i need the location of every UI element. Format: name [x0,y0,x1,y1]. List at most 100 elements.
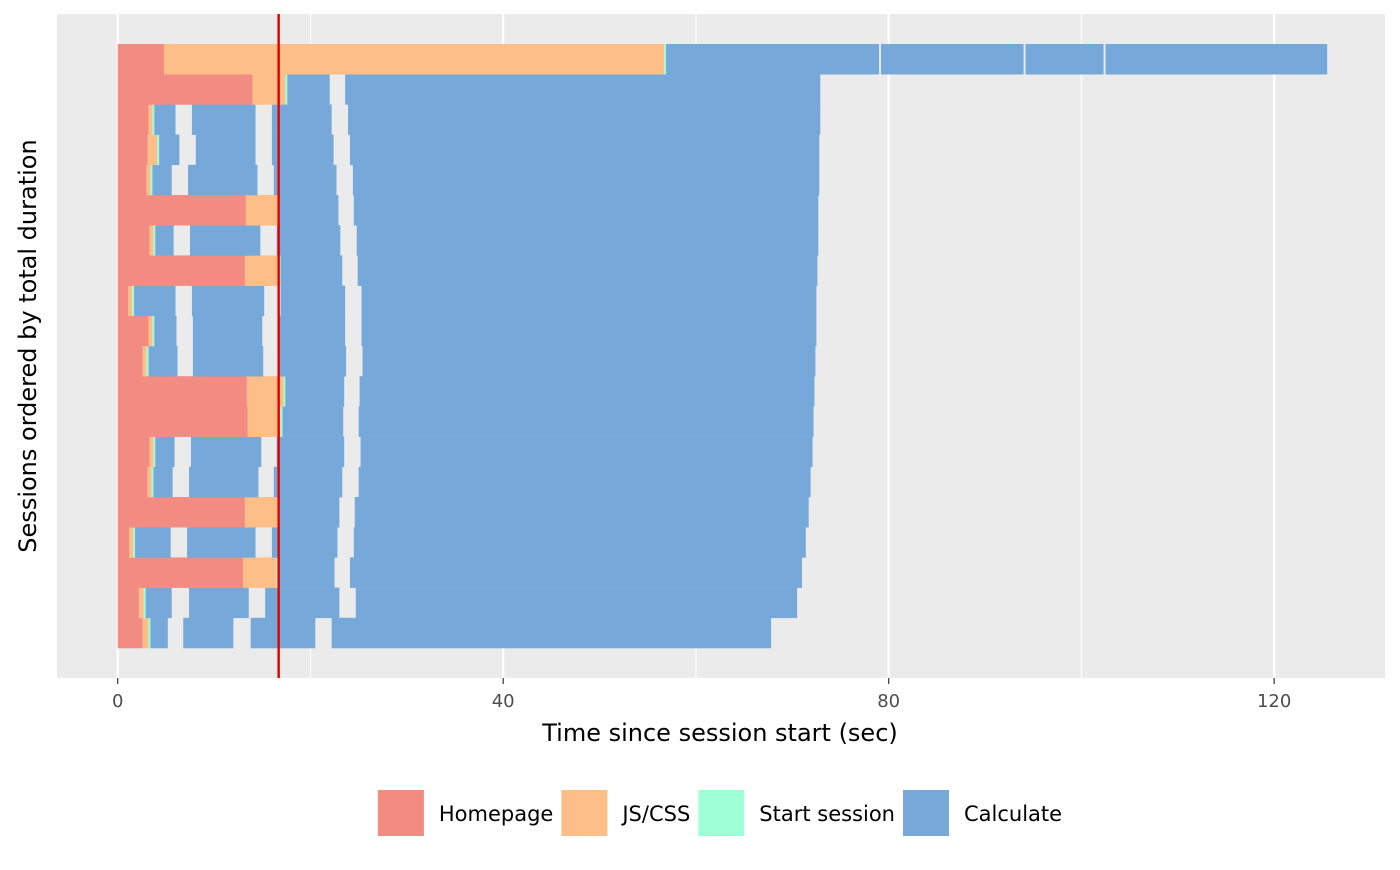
event-bar-homepage [117,104,149,135]
event-bar-js-css [149,225,154,256]
event-bar-calculate [191,104,256,135]
event-bar-js-css [129,527,134,558]
event-bar-js-css [244,255,279,286]
event-bar-calculate [191,285,265,317]
event-bar-calculate [278,557,335,588]
event-bar-homepage [117,225,150,256]
event-bar-calculate [357,255,818,286]
event-bar-js-css [142,346,147,377]
session-row [117,557,802,588]
event-bar-start-session [664,44,667,75]
session-row [117,315,817,347]
legend-item: Start session [698,790,895,836]
event-bar-calculate [134,285,176,317]
event-bar-calculate [189,587,249,619]
event-bar-calculate [359,376,815,407]
session-row [117,527,806,558]
legend-item: Calculate [903,790,1062,836]
event-bar-start-session [132,285,135,317]
session-row [117,255,818,286]
event-bar-js-css [148,104,153,135]
event-bar-homepage [117,74,253,105]
event-bar-calculate [148,346,178,377]
x-tick-label: 120 [1257,691,1291,712]
event-bar-calculate [192,346,264,377]
event-bar-calculate [190,436,262,468]
legend-key [698,790,745,836]
event-bar-js-css [246,376,284,407]
event-bar-calculate [287,74,330,105]
event-bar-calculate [183,617,234,649]
event-bar-js-css [245,195,278,226]
event-bar-calculate [271,527,338,558]
event-bar-calculate [145,587,172,619]
event-bar-calculate [155,436,175,468]
event-bar-homepage [117,406,248,437]
session-bars [117,44,1328,649]
event-bar-calculate [273,466,343,498]
event-bar-calculate [356,225,819,256]
event-bar-js-css [128,285,133,317]
legend-key [377,790,424,836]
event-bar-calculate [361,285,817,317]
x-axis: 0 40 80 120 [112,678,1291,712]
x-axis-title: Time since session start (sec) [541,719,898,747]
session-row [117,497,809,528]
event-bar-homepage [117,376,247,407]
event-bar-js-css [142,617,149,649]
event-bar-calculate [353,195,819,226]
event-bar-calculate [153,466,173,498]
event-bar-calculate [353,527,806,558]
event-bar-homepage [117,285,129,317]
event-bar-start-session [153,225,156,256]
session-row [117,587,798,619]
event-bar-start-session [280,406,283,437]
legend-label: JS/CSS [620,802,690,826]
event-bar-calculate [155,225,174,256]
event-bar-js-css [247,406,281,437]
event-bar-calculate [159,134,180,166]
session-row [117,466,811,498]
event-bar-homepage [117,195,246,226]
event-bar-js-css [147,466,152,498]
event-bar-start-session [152,315,155,347]
event-bar-calculate [279,195,339,226]
event-bar-start-session [285,74,288,105]
event-bar-calculate [280,255,343,286]
legend-label: Calculate [964,802,1062,826]
session-row [117,346,816,377]
event-bar-homepage [117,557,243,588]
event-bar-calculate [250,617,316,649]
session-row [117,104,821,135]
event-bar-calculate [880,44,1024,75]
event-bar-calculate [358,406,814,437]
event-bar-js-css [149,436,154,468]
event-bar-calculate [354,497,809,528]
event-bar-calculate [282,406,344,437]
event-bar-homepage [117,466,148,498]
event-bar-start-session [151,466,154,498]
legend-label: Start session [759,802,895,826]
event-bar-calculate [348,104,821,135]
event-bar-js-css [242,557,277,588]
event-bar-calculate [271,134,334,166]
event-bar-calculate [666,44,880,75]
session-row [117,74,821,105]
event-bar-calculate [152,164,172,196]
event-bar-js-css [163,44,665,75]
event-bar-calculate [154,315,177,347]
event-bar-homepage [117,527,130,558]
legend-item: Homepage [377,790,553,836]
event-bar-calculate [279,346,347,377]
event-bar-start-session [143,587,146,619]
event-bar-js-css [138,587,144,619]
event-bar-homepage [117,44,164,75]
event-bar-calculate [1025,44,1104,75]
event-bar-calculate [195,134,256,166]
event-bar-calculate [280,285,346,317]
event-bar-homepage [117,497,245,528]
event-bar-calculate [349,134,820,166]
legend-label: Homepage [439,802,553,826]
event-bar-js-css [147,134,158,166]
